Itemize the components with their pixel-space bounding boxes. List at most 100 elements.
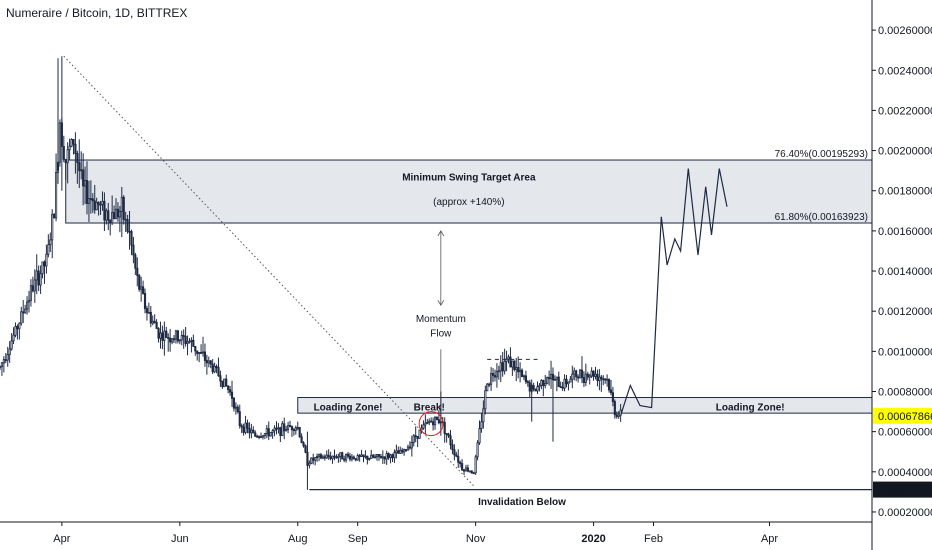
candle-body [563, 378, 566, 389]
candle-body [410, 442, 413, 449]
candle-body [316, 455, 319, 459]
candle-body [22, 311, 25, 314]
candle-body [339, 452, 342, 457]
candle-body [64, 158, 67, 164]
candle-body [327, 454, 330, 458]
candle-body [412, 435, 415, 443]
price-tick-label: 0.00080000 [878, 387, 932, 399]
candle-body [250, 429, 253, 434]
candle-body [341, 452, 344, 460]
candle-body [265, 428, 268, 434]
candle-body [604, 378, 607, 381]
candle-body [387, 453, 390, 459]
trendline [63, 55, 475, 487]
candle-body [105, 210, 108, 221]
candle-body [577, 376, 580, 379]
price-label: 0.00031141 [878, 485, 932, 497]
fib-level-label: 76.40%(0.00195293) [775, 149, 868, 160]
candle-body [430, 420, 433, 423]
candle-body [292, 429, 295, 432]
projection-path [620, 168, 728, 416]
candle-body [401, 449, 404, 453]
candle-body [491, 373, 495, 376]
candle-body [414, 435, 417, 438]
candle-body [198, 352, 201, 354]
candle-body [393, 452, 396, 459]
candle-body [130, 231, 133, 246]
candle-body [263, 433, 266, 437]
candle-body [91, 198, 94, 202]
candle-body [58, 122, 62, 163]
candle-body [134, 254, 137, 269]
candle-body [149, 311, 152, 324]
candle-body [617, 414, 620, 417]
candle-body [281, 423, 284, 436]
candle-body [24, 308, 27, 314]
candle-body [375, 454, 379, 458]
candle-body [584, 373, 587, 383]
candle-body [118, 211, 121, 218]
candle-body [580, 369, 584, 378]
price-tick-label: 0.00020000 [878, 507, 932, 519]
candle-body [395, 450, 398, 454]
candle-body [172, 338, 176, 341]
time-axis[interactable]: Apr Jun Aug Sep Nov 2020 Feb Apr [0, 521, 872, 545]
candle-body [600, 376, 603, 380]
candle-body [95, 201, 98, 211]
candle-body [294, 427, 297, 431]
candle-body [462, 469, 466, 472]
candle-body [157, 328, 160, 339]
candle-body [246, 422, 249, 429]
candle-body [234, 406, 237, 409]
fib-level-label: 61.80%(0.00163923) [775, 212, 868, 223]
candle-body [480, 421, 483, 429]
candle-body [416, 436, 419, 439]
candle-body [468, 470, 471, 473]
lines-layer [63, 55, 872, 491]
price-tick-label: 0.00100000 [878, 346, 932, 358]
price-axis[interactable]: 0.00020000 0.00040000 0.00060000 0.00080000… [871, 0, 932, 550]
candle-body [474, 456, 477, 474]
candle-body [374, 456, 377, 459]
candle-body [559, 386, 562, 388]
price-tick-label: 0.00180000 [878, 186, 932, 198]
candle-body [147, 311, 150, 314]
candle-body [54, 172, 58, 219]
candle-body [495, 370, 498, 378]
candle-body [346, 453, 350, 457]
candle-body [335, 456, 338, 459]
time-tick-label: 2020 [581, 533, 605, 545]
candle-body [300, 436, 303, 444]
candle-body [464, 467, 468, 472]
candle-body [93, 200, 96, 211]
candle-body [403, 449, 406, 453]
candle-body [16, 326, 19, 330]
price-tick-label: 0.00040000 [878, 467, 932, 479]
candle-body [542, 379, 545, 387]
price-label-box [873, 481, 932, 498]
candle-body [8, 348, 11, 355]
candle-body [432, 421, 435, 426]
candle-body [549, 373, 553, 380]
candle-body [511, 360, 514, 368]
candle-body [381, 456, 384, 459]
candle-body [10, 340, 13, 350]
candle-body [555, 376, 558, 380]
candle-body [503, 360, 506, 372]
candle-body [356, 455, 359, 461]
time-tick-label: Apr [761, 533, 778, 545]
candle-body [304, 445, 307, 453]
target-zone-label: Minimum Swing Target Area [402, 173, 536, 184]
candle-body [153, 320, 156, 323]
candle-body [203, 351, 207, 361]
break-circle [418, 411, 444, 437]
candle-body [433, 416, 437, 426]
price-tick-label: 0.00220000 [878, 105, 932, 117]
candle-body [219, 375, 222, 382]
annotation-layer: Minimum Swing Target Area (approx +140%) 7… [314, 149, 868, 508]
candle-body [37, 270, 40, 286]
price-tick-label: 0.00200000 [878, 146, 932, 158]
candle-body [519, 369, 522, 373]
candle-body [538, 384, 541, 388]
